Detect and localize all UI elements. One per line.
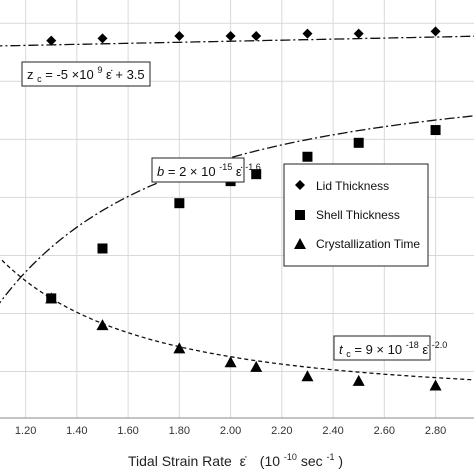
x-axis-label: Tidal Strain Rate xyxy=(128,453,232,469)
lid-thickness-point xyxy=(225,30,236,41)
crystallization-time-point xyxy=(301,370,314,382)
crystallization-time-point xyxy=(352,374,365,386)
lid-thickness-point xyxy=(251,30,262,41)
crystallization-time-point xyxy=(429,379,442,391)
svg-text:t c = 9 × 10: t c = 9 × 10 -18 ε̇ -2.0 xyxy=(339,336,447,360)
lid-thickness-point xyxy=(97,33,108,44)
x-axis-symbol: ε̇ xyxy=(240,453,247,469)
legend: Lid Thickness Shell Thickness Crystalliz… xyxy=(283,163,429,267)
x-tick-label: 2.20 xyxy=(271,425,292,437)
svg-text:z c = -5 ×10: z c = -5 ×10 9 ε̇ + 3.5 xyxy=(27,61,145,85)
legend-label-crystallization: Crystallization Time xyxy=(316,237,420,251)
x-tick-label: 2.40 xyxy=(322,425,343,437)
lid-fit-equation: z c = -5 ×10 9 ε̇ + 3.5 xyxy=(21,61,151,87)
data-markers xyxy=(45,26,442,391)
svg-text:b = 2 × 10 -15: b = 2 × 10 -15 ε̇ -1.6 xyxy=(157,158,261,179)
x-tick-label: 2.60 xyxy=(374,425,395,437)
triangle-marker-icon xyxy=(294,238,306,249)
lid-thickness-point xyxy=(302,28,313,39)
crystallization-time-point xyxy=(96,319,109,331)
diamond-marker-icon xyxy=(295,180,305,190)
lid-fit-curve xyxy=(0,35,474,47)
shell-thickness-point xyxy=(251,169,262,180)
x-tick-labels: 1.20 1.40 1.60 1.80 2.00 2.20 2.40 2.60 2.80 xyxy=(15,425,446,437)
x-tick-label: 2.00 xyxy=(220,425,241,437)
x-tick-label: 1.60 xyxy=(117,425,138,437)
shell-fit-curve xyxy=(0,115,474,304)
x-tick-label: 1.20 xyxy=(15,425,36,437)
shell-thickness-point xyxy=(353,137,364,148)
crystallization-time-point xyxy=(250,360,263,372)
shell-thickness-point xyxy=(302,151,313,162)
shell-fit-equation: b = 2 × 10 -15 ε̇ -1.6 xyxy=(151,157,261,183)
legend-item-lid: Lid Thickness xyxy=(295,179,389,193)
shell-thickness-point xyxy=(174,198,185,209)
x-tick-label: 1.80 xyxy=(169,425,190,437)
shell-thickness-point xyxy=(97,243,108,254)
square-marker-icon xyxy=(295,210,305,220)
x-tick-label: 2.80 xyxy=(425,425,446,437)
lid-thickness-point xyxy=(174,30,185,41)
x-axis-title: Tidal Strain Rate ε̇ (10 -10 sec -1 ) xyxy=(128,447,343,469)
lid-thickness-point xyxy=(430,26,441,37)
crystallization-time-point xyxy=(173,342,186,354)
legend-item-shell: Shell Thickness xyxy=(295,208,400,222)
crystallization-fit-equation: t c = 9 × 10 -18 ε̇ -2.0 xyxy=(333,335,447,361)
lid-thickness-point xyxy=(353,28,364,39)
x-tick-label: 1.40 xyxy=(66,425,87,437)
legend-label-shell: Shell Thickness xyxy=(316,208,400,222)
crystallization-time-point xyxy=(224,356,237,368)
legend-label-lid: Lid Thickness xyxy=(316,179,389,193)
crystallization-time-point xyxy=(45,292,58,304)
legend-item-crystallization: Crystallization Time xyxy=(294,237,420,251)
shell-thickness-point xyxy=(430,125,441,136)
lid-thickness-point xyxy=(46,35,57,46)
svg-text:Tidal Strain Rate ε̇: Tidal Strain Rate ε̇ (10 -10 sec -1 ) xyxy=(128,447,343,469)
